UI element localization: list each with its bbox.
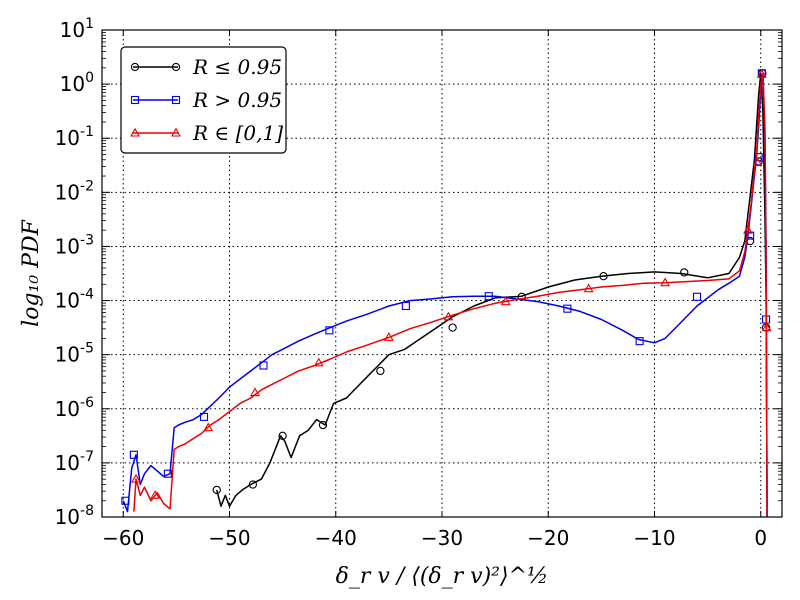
series-marker: [660, 277, 671, 287]
legend-item: R ≤ 0.95: [130, 55, 282, 79]
series-marker: [163, 469, 172, 478]
x-axis-label: δ_r v / ⟨(δ_r v)²⟩^½: [336, 564, 549, 589]
legend: R ≤ 0.95 R > 0.95 R ∈ [0,1]: [120, 46, 287, 154]
series-marker: [743, 224, 753, 234]
series-marker: [517, 292, 526, 301]
series-marker: [401, 301, 410, 311]
series-marker: [692, 292, 702, 301]
y-tick-exponent: -1: [80, 124, 94, 140]
legend-marker: [171, 62, 181, 72]
series-marker: [752, 157, 763, 167]
axis-ticks: −60 −50 −40 −30 −20 −10 010110010-110-210-310-…: [55, 16, 782, 550]
x-tick-label: −10: [633, 526, 675, 550]
y-tick-label: 10-6: [55, 395, 95, 421]
series-marker: [199, 412, 209, 421]
x-tick-label: −30: [421, 526, 463, 550]
y-tick-base: 10: [55, 397, 80, 421]
series-marker: [443, 311, 454, 321]
series-marker: [761, 322, 772, 332]
y-tick-label: 10-8: [55, 503, 94, 529]
legend-marker: [171, 95, 181, 105]
series-marker: [129, 450, 138, 459]
series-marker: [500, 296, 511, 306]
y-tick-exponent: -6: [80, 395, 94, 411]
series-marker: [121, 496, 130, 505]
series-marker: [383, 332, 394, 341]
series-marker: [376, 366, 385, 376]
legend-marker: [130, 62, 140, 72]
y-tick-exponent: -2: [80, 178, 94, 194]
x-tick-label: 0: [754, 526, 767, 550]
series-marker: [250, 387, 260, 397]
series-marker: [484, 292, 493, 301]
series-layer: [121, 69, 772, 517]
y-tick-base: 10: [55, 126, 80, 150]
legend-label: R ∈ [0,1]: [192, 121, 283, 145]
x-tick-label: −20: [527, 526, 569, 550]
y-tick-exponent: -8: [80, 503, 94, 519]
series-marker: [150, 490, 161, 499]
series-marker: [278, 431, 287, 440]
series-marker: [313, 357, 324, 367]
y-tick-exponent: 1: [85, 16, 94, 32]
series-3: [131, 69, 772, 517]
series-marker: [635, 337, 644, 346]
y-tick-base: 10: [55, 289, 80, 313]
y-tick-exponent: -5: [80, 341, 94, 357]
legend-label: R ≤ 0.95: [192, 55, 282, 79]
series-marker: [583, 283, 594, 293]
series-marker: [448, 323, 457, 332]
series-marker: [212, 485, 221, 495]
series-marker: [318, 420, 328, 430]
series-marker: [563, 304, 572, 313]
y-tick-label: 100: [60, 70, 94, 96]
y-tick-base: 10: [55, 343, 80, 367]
series-marker: [259, 361, 268, 370]
legend-item: R > 0.95: [130, 88, 282, 112]
y-tick-label: 101: [60, 16, 94, 42]
legend-label: R > 0.95: [192, 88, 282, 112]
legend-marker: [130, 95, 140, 105]
x-tick-label: −40: [315, 526, 357, 550]
y-tick-label: 10-1: [55, 124, 94, 150]
legend-box: [120, 46, 287, 154]
y-tick-base: 10: [55, 234, 80, 258]
y-tick-label: 10-5: [55, 341, 94, 367]
series-marker: [248, 480, 258, 489]
y-tick-label: 10-3: [55, 232, 94, 258]
y-tick-label: 10-4: [55, 287, 95, 313]
legend-item: R ∈ [0,1]: [130, 121, 283, 145]
series-marker: [131, 473, 141, 483]
y-tick-base: 10: [55, 451, 80, 475]
x-tick-label: −60: [102, 526, 144, 550]
x-tick-label: −50: [208, 526, 250, 550]
y-tick-label: 10-2: [55, 178, 94, 204]
y-tick-base: 10: [55, 505, 80, 529]
y-tick-exponent: -3: [80, 232, 94, 248]
y-tick-label: 10-7: [55, 449, 94, 475]
series-marker: [756, 69, 767, 78]
series-line: [215, 72, 768, 517]
y-tick-exponent: -7: [80, 449, 94, 465]
series-marker: [680, 268, 689, 277]
series-marker: [599, 272, 608, 281]
y-tick-exponent: -4: [80, 287, 94, 303]
series-marker: [203, 422, 214, 432]
series-marker: [325, 326, 334, 335]
series-line: [122, 72, 768, 517]
legend-marker: [171, 127, 181, 137]
y-tick-exponent: 0: [85, 70, 94, 86]
y-tick-base: 10: [55, 180, 80, 204]
series-1: [212, 69, 771, 517]
y-axis-label: log₁₀ PDF: [19, 219, 44, 326]
y-tick-base: 10: [60, 18, 85, 42]
legend-marker: [130, 127, 140, 137]
series-line: [133, 72, 768, 517]
y-tick-base: 10: [60, 72, 85, 96]
